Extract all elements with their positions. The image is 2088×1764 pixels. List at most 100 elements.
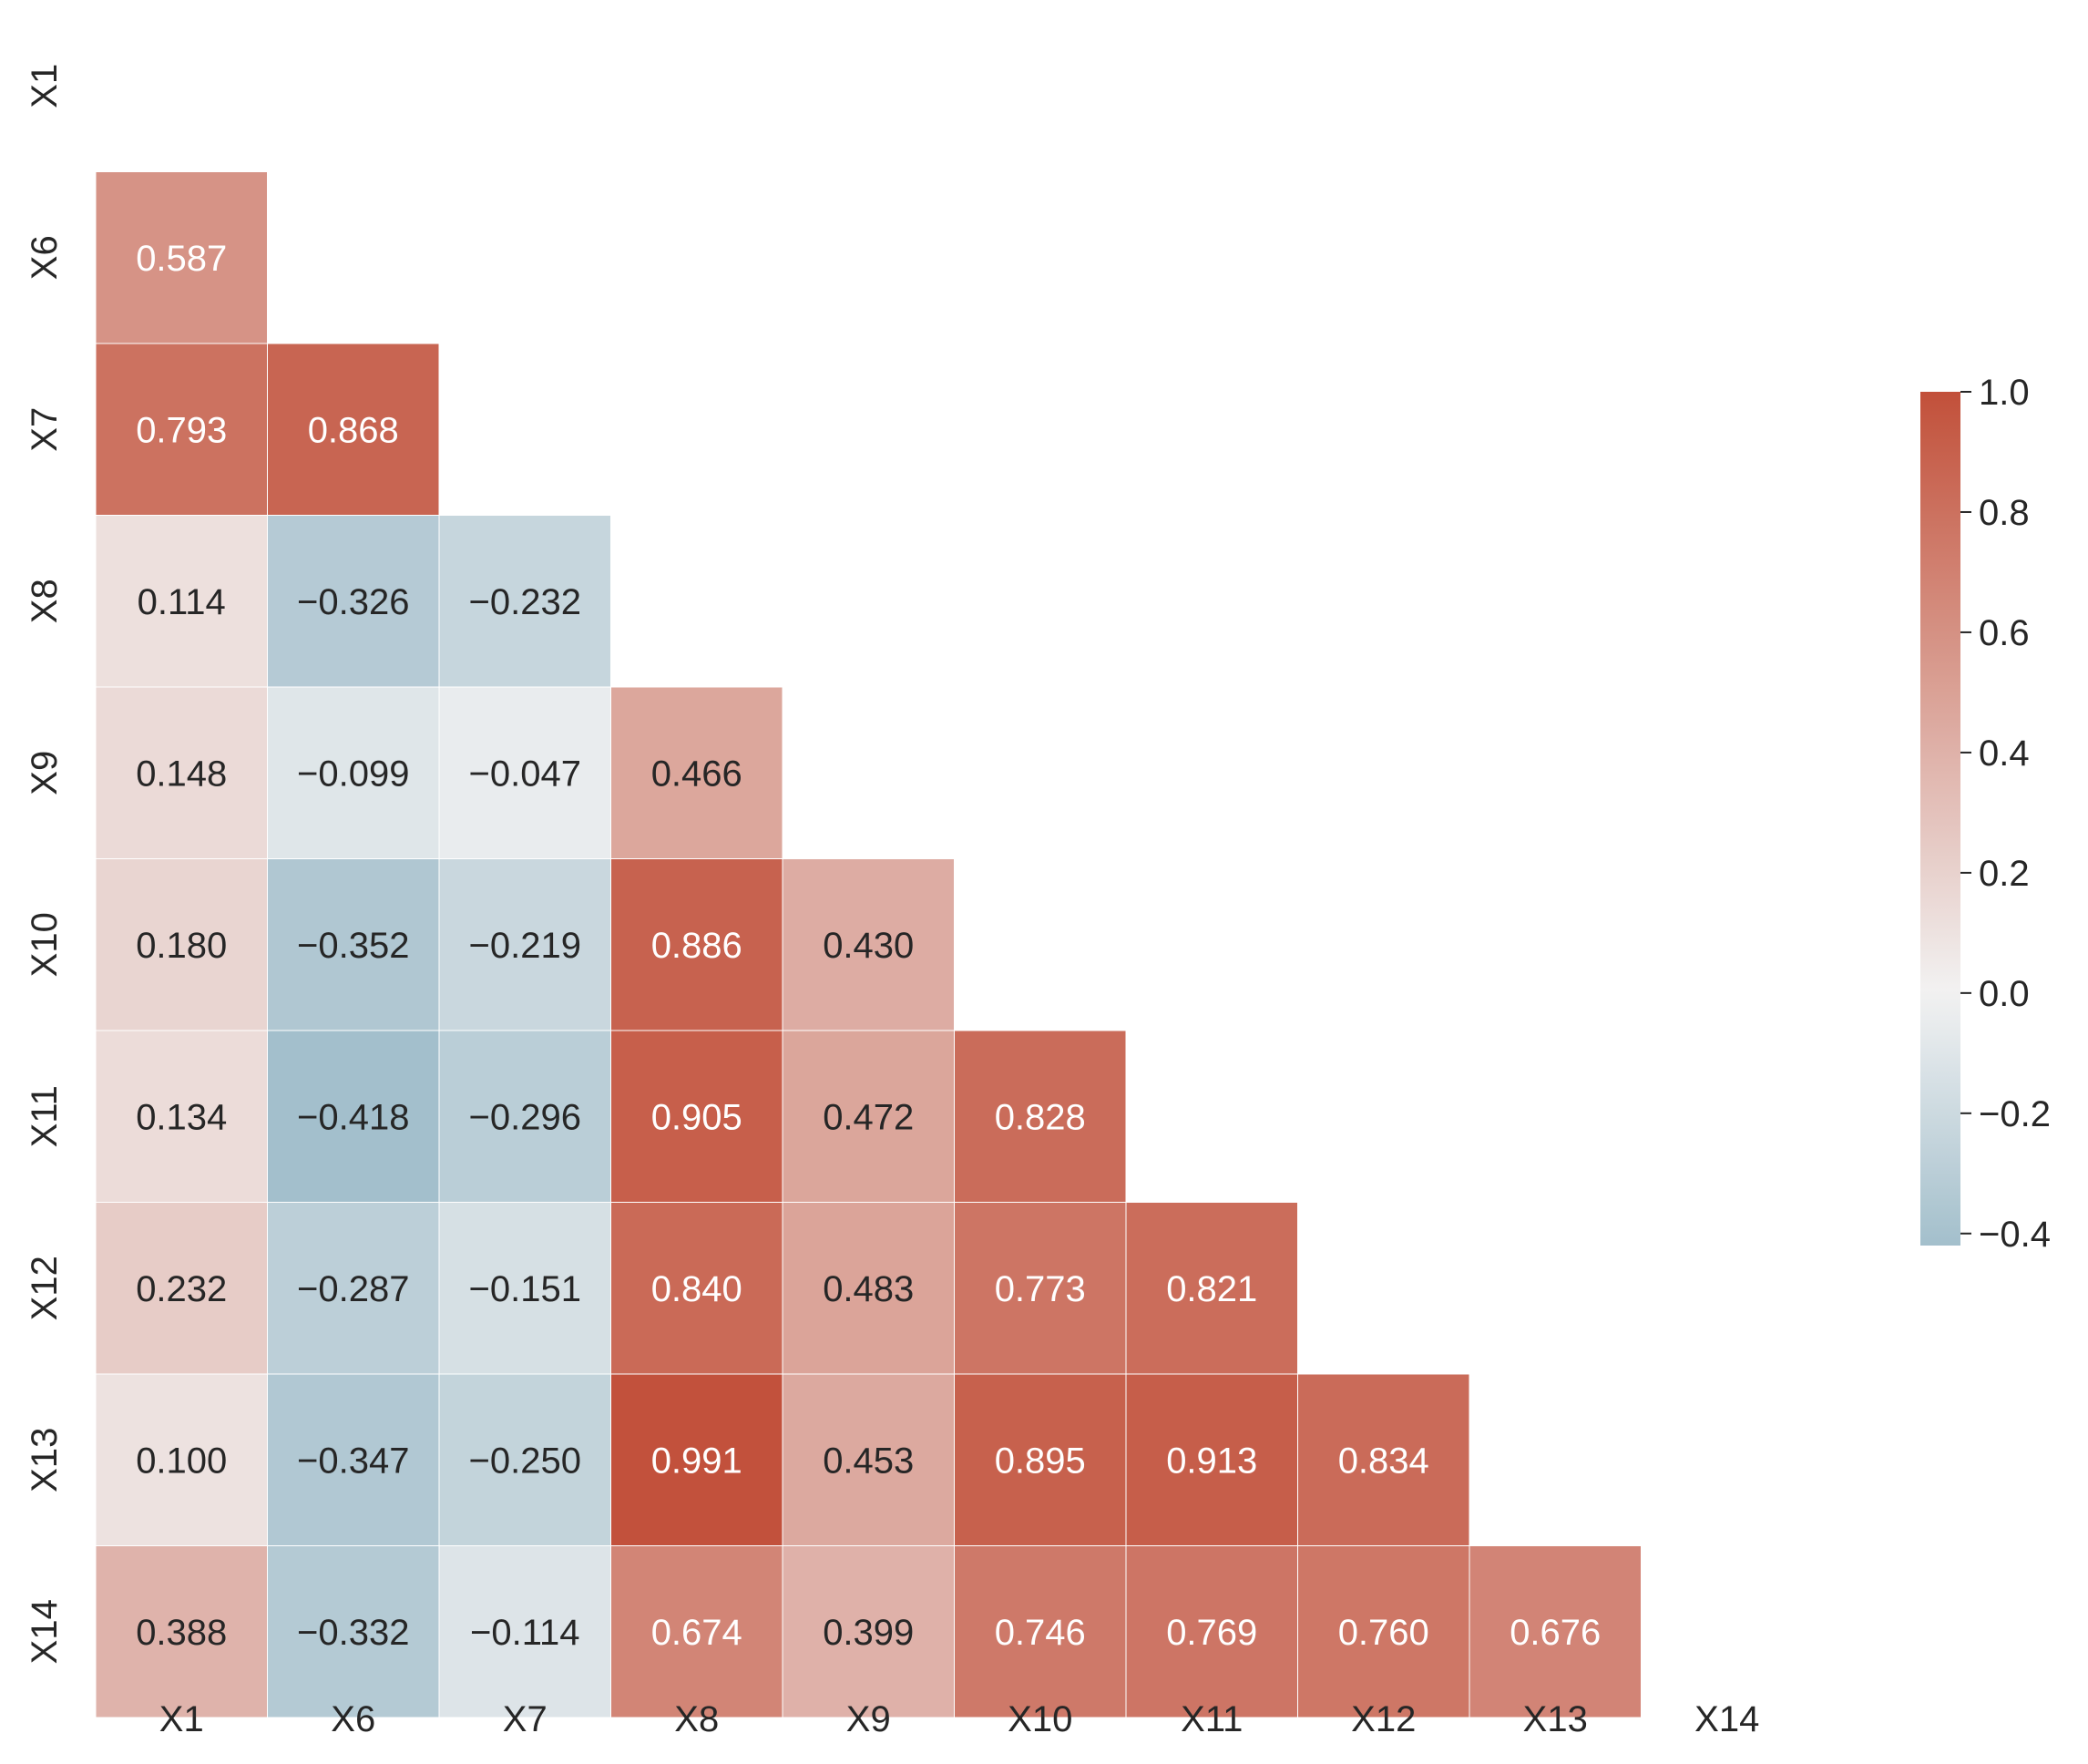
cell-value-label: 0.746 [995, 1613, 1086, 1653]
x-tick-label-X11: X11 [1181, 1699, 1243, 1739]
cell-value-label: 0.991 [651, 1441, 742, 1481]
heatmap-cell-X14-X9 [782, 1545, 955, 1718]
heatmap-cell-X8-X1 [95, 515, 268, 688]
cell-value-label: 0.587 [136, 239, 227, 279]
cell-value-label: 0.453 [823, 1441, 914, 1481]
x-tick-label-X13: X13 [1523, 1699, 1588, 1739]
x-tick-label-X9: X9 [846, 1699, 891, 1739]
heatmap-cell-X14-X1 [95, 1545, 268, 1718]
cell-value-label: −0.099 [297, 754, 409, 794]
heatmap-cell-X11-X9 [782, 1030, 955, 1203]
colorbar-tick-label: 0.8 [1979, 493, 2030, 533]
heatmap-cell-X7-X6 [267, 343, 440, 516]
heatmap-cell-X10-X9 [782, 858, 955, 1031]
x-tick-label-X8: X8 [674, 1699, 719, 1739]
heatmap-cells [95, 171, 1642, 1718]
heatmap-cell-X14-X12 [1297, 1545, 1470, 1718]
heatmap-cell-X10-X7 [438, 858, 611, 1031]
colorbar-tick-label: −0.2 [1979, 1094, 2051, 1134]
y-tick-label-X12: X12 [25, 1256, 65, 1320]
cell-value-label: 0.100 [136, 1441, 227, 1481]
heatmap-cell-X13-X10 [954, 1373, 1127, 1546]
heatmap-cell-X13-X1 [95, 1373, 268, 1546]
cell-value-label: 0.232 [136, 1269, 227, 1309]
x-tick-label-X7: X7 [503, 1699, 548, 1739]
colorbar: 1.0 0.8 0.6 0.4 0.2 0.0 −0.2 −0.4 [1920, 373, 2051, 1255]
colorbar-tick-label: 0.6 [1979, 613, 2030, 653]
y-axis-tick-labels: X1 X6 X7 X8 X9 X10 X11 X12 X13 X14 [25, 64, 65, 1665]
heatmap-cell-X12-X1 [95, 1202, 268, 1375]
x-tick-label-X6: X6 [331, 1699, 375, 1739]
cell-value-label: 0.886 [651, 926, 742, 966]
heatmap-cell-X14-X8 [610, 1545, 783, 1718]
cell-value-label: −0.287 [297, 1269, 409, 1309]
heatmap-cell-X14-X10 [954, 1545, 1127, 1718]
colorbar-tick-label: 1.0 [1979, 373, 2030, 413]
cell-value-label: −0.114 [470, 1613, 580, 1653]
y-tick-label-X9: X9 [25, 751, 65, 795]
cell-value-label: 0.399 [823, 1613, 914, 1653]
colorbar-ticks: 1.0 0.8 0.6 0.4 0.2 0.0 −0.2 −0.4 [1960, 373, 2051, 1255]
heatmap-cell-X14-X13 [1469, 1545, 1642, 1718]
y-tick-label-X8: X8 [25, 579, 65, 623]
heatmap-cell-labels: 0.587 0.793 0.868 0.114 −0.326 −0.232 0.148 −0.… [136, 239, 1601, 1653]
y-tick-label-X1: X1 [25, 64, 65, 108]
heatmap-cell-X8-X6 [267, 515, 440, 688]
colorbar-tick-label: 0.4 [1979, 733, 2030, 774]
cell-value-label: −0.151 [469, 1269, 581, 1309]
cell-value-label: 0.828 [995, 1097, 1086, 1137]
heatmap-cell-X11-X6 [267, 1030, 440, 1203]
heatmap-cell-X11-X1 [95, 1030, 268, 1203]
cell-value-label: 0.773 [995, 1269, 1086, 1309]
heatmap-cell-X13-X7 [438, 1373, 611, 1546]
heatmap-cell-X13-X11 [1125, 1373, 1298, 1546]
cell-value-label: 0.114 [138, 582, 226, 622]
cell-value-label: 0.793 [136, 410, 227, 450]
colorbar-tick-label: 0.0 [1979, 974, 2030, 1014]
colorbar-tick-label: −0.4 [1979, 1215, 2051, 1255]
heatmap-cell-X8-X7 [438, 515, 611, 688]
cell-value-label: 0.483 [823, 1269, 914, 1309]
cell-value-label: −0.418 [297, 1097, 409, 1137]
cell-value-label: 0.148 [136, 754, 227, 794]
heatmap-cell-X10-X6 [267, 858, 440, 1031]
heatmap-cell-X14-X11 [1125, 1545, 1298, 1718]
y-tick-label-X6: X6 [25, 235, 65, 280]
heatmap-cell-X12-X11 [1125, 1202, 1298, 1375]
cell-value-label: 0.760 [1338, 1613, 1429, 1653]
cell-value-label: −0.250 [469, 1441, 581, 1481]
cell-value-label: −0.232 [469, 582, 581, 622]
cell-value-label: −0.296 [469, 1097, 581, 1137]
cell-value-label: 0.834 [1338, 1441, 1429, 1481]
cell-value-label: −0.047 [469, 754, 581, 794]
heatmap-cell-X14-X7 [438, 1545, 611, 1718]
cell-value-label: 0.388 [136, 1613, 227, 1653]
cell-value-label: 0.895 [995, 1441, 1086, 1481]
cell-value-label: −0.352 [297, 926, 409, 966]
cell-value-label: 0.180 [136, 926, 227, 966]
cell-value-label: 0.905 [651, 1097, 742, 1137]
cell-value-label: 0.466 [651, 754, 742, 794]
heatmap-cell-X13-X12 [1297, 1373, 1470, 1546]
cell-value-label: 0.868 [308, 410, 399, 450]
cell-value-label: 0.769 [1166, 1613, 1257, 1653]
y-tick-label-X14: X14 [25, 1599, 65, 1664]
cell-value-label: −0.347 [297, 1441, 409, 1481]
y-tick-label-X10: X10 [25, 912, 65, 977]
heatmap-cell-X12-X9 [782, 1202, 955, 1375]
heatmap-cell-X6-X1 [95, 171, 268, 344]
heatmap-cell-X14-X6 [267, 1545, 440, 1718]
x-axis-tick-labels: X1 X6 X7 X8 X9 X10 X11 X12 X13 X14 [159, 1699, 1760, 1739]
cell-value-label: 0.430 [823, 926, 914, 966]
cell-value-label: −0.326 [297, 582, 409, 622]
cell-value-label: 0.674 [651, 1613, 742, 1653]
heatmap-cell-X11-X10 [954, 1030, 1127, 1203]
cell-value-label: −0.219 [469, 926, 581, 966]
cell-value-label: −0.332 [297, 1613, 409, 1653]
y-tick-label-X11: X11 [25, 1085, 65, 1147]
cell-value-label: 0.840 [651, 1269, 742, 1309]
heatmap-cell-X9-X6 [267, 686, 440, 859]
cell-value-label: 0.134 [136, 1097, 227, 1137]
heatmap-cell-X12-X10 [954, 1202, 1127, 1375]
